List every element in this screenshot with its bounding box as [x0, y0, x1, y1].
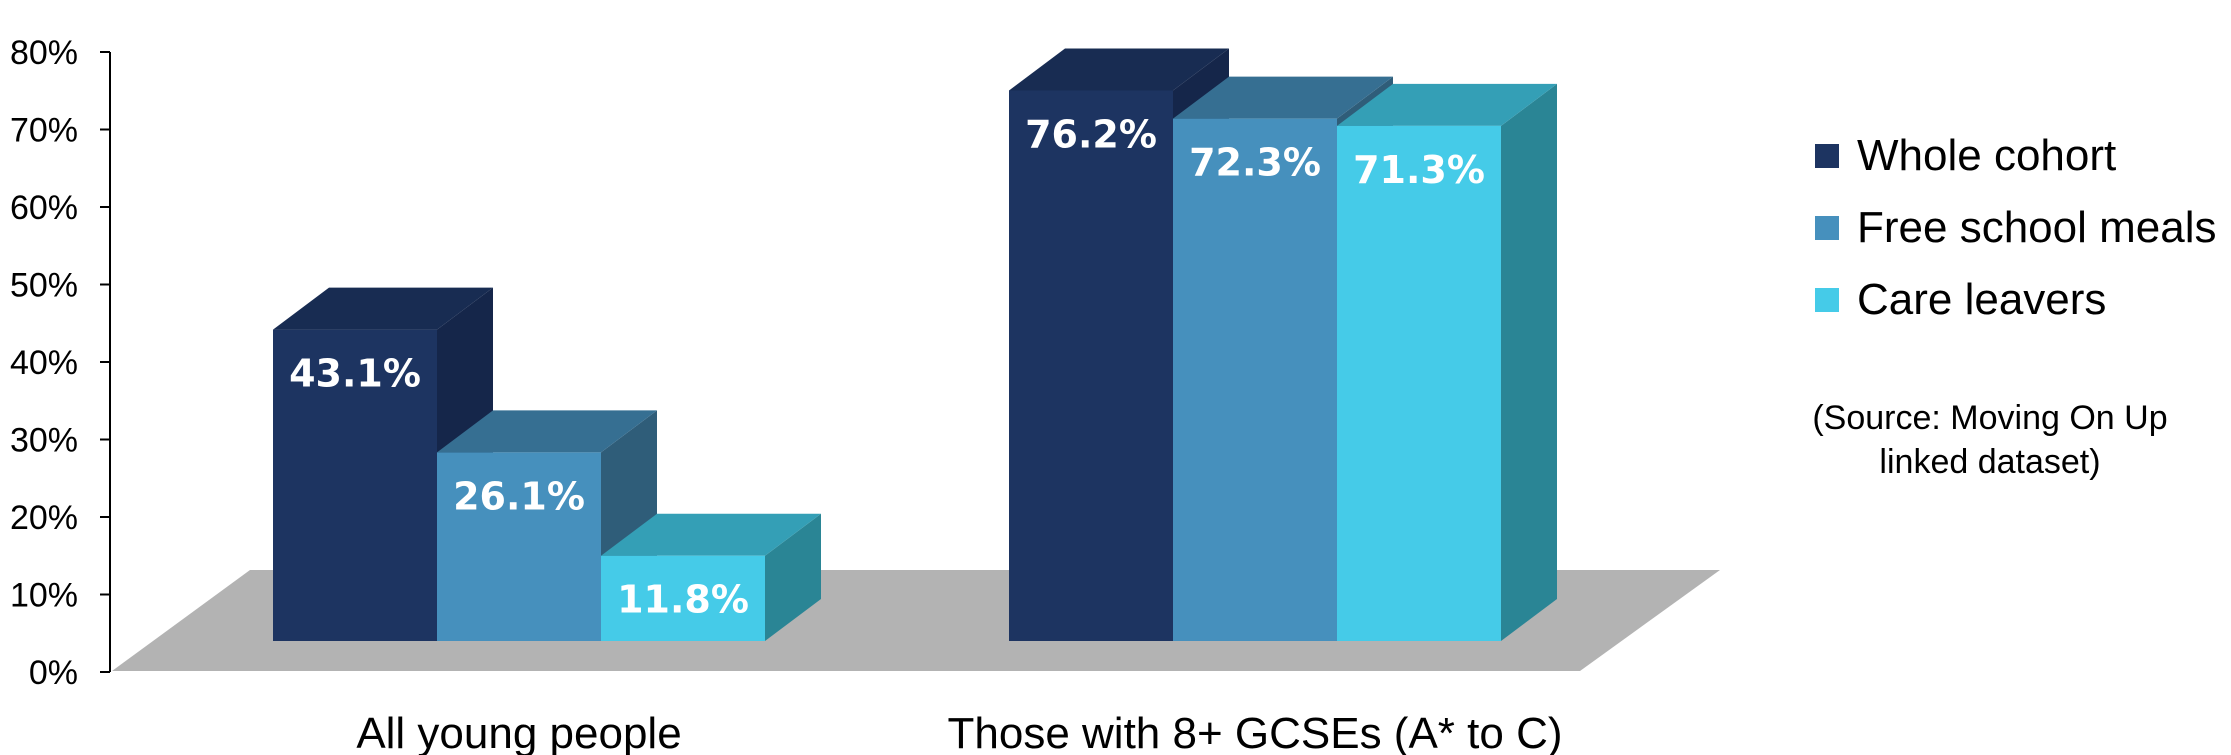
bars-group: 43.1% 26.1% 11.8% 76.2% 72.3% 71.3%: [273, 48, 1557, 642]
bar-top-face: [1009, 48, 1229, 91]
y-tick-label: 10%: [10, 577, 78, 615]
bar-free-school-meals-all-young-people: 26.1%: [437, 410, 657, 641]
bar-side-face: [1501, 83, 1557, 642]
legend-swatch-care-leavers: [1815, 288, 1839, 312]
category-label-those-with-8-gcses-a-to-c: Those with 8+ GCSEs (A* to C): [948, 709, 1563, 755]
data-label: 76.2%: [1025, 112, 1157, 156]
bar-front-face: [1009, 90, 1173, 641]
data-label: 11.8%: [617, 578, 749, 622]
bar-care-leavers-all-young-people: 11.8%: [601, 513, 821, 641]
y-tick-label: 30%: [10, 422, 78, 460]
legend-label-free-school-meals: Free school meals: [1857, 203, 2217, 252]
data-label: 71.3%: [1353, 148, 1485, 192]
legend-item-free-school-meals: Free school meals: [1815, 192, 2216, 264]
bar-front-face: [1337, 125, 1501, 642]
legend-item-care-leavers: Care leavers: [1815, 264, 2216, 336]
y-tick-label: 20%: [10, 499, 78, 537]
data-label: 72.3%: [1189, 141, 1321, 185]
y-tick-label: 40%: [10, 344, 78, 382]
legend-swatch-free-school-meals: [1815, 216, 1839, 240]
bar-top-face: [601, 513, 821, 556]
data-label: 26.1%: [453, 474, 585, 518]
bar-front-face: [437, 452, 601, 641]
bar-top-face: [437, 410, 657, 453]
y-tick-label: 80%: [10, 34, 78, 72]
bar-front-face: [273, 329, 437, 641]
bar-top-face: [273, 287, 493, 330]
category-labels: All young people Those with 8+ GCSEs (A* …: [356, 709, 1562, 755]
bar-top-face: [1337, 83, 1557, 126]
legend-item-whole-cohort: Whole cohort: [1815, 120, 2216, 192]
legend-swatch-whole-cohort: [1815, 144, 1839, 168]
bar-care-leavers-those-with-8-gcses-a-to-c: 71.3%: [1337, 83, 1557, 642]
bar-top-face: [1173, 76, 1393, 119]
y-axis-ticks: 0% 10% 20% 30% 40% 50% 60% 70% 80%: [10, 34, 110, 692]
bar-front-face: [601, 555, 765, 641]
data-label: 43.1%: [289, 352, 421, 396]
y-tick-label: 50%: [10, 267, 78, 305]
category-label-all-young-people: All young people: [356, 709, 681, 755]
y-tick-label: 70%: [10, 112, 78, 150]
legend: Whole cohort Free school meals Care leav…: [1815, 120, 2216, 336]
source-note: (Source: Moving On Up linked dataset): [1812, 399, 2168, 481]
bar-front-face: [1173, 118, 1337, 641]
legend-label-whole-cohort: Whole cohort: [1857, 131, 2117, 180]
y-tick-label: 0%: [29, 654, 78, 692]
bar-side-face: [765, 513, 821, 641]
y-tick-label: 60%: [10, 189, 78, 227]
legend-label-care-leavers: Care leavers: [1857, 275, 2107, 324]
